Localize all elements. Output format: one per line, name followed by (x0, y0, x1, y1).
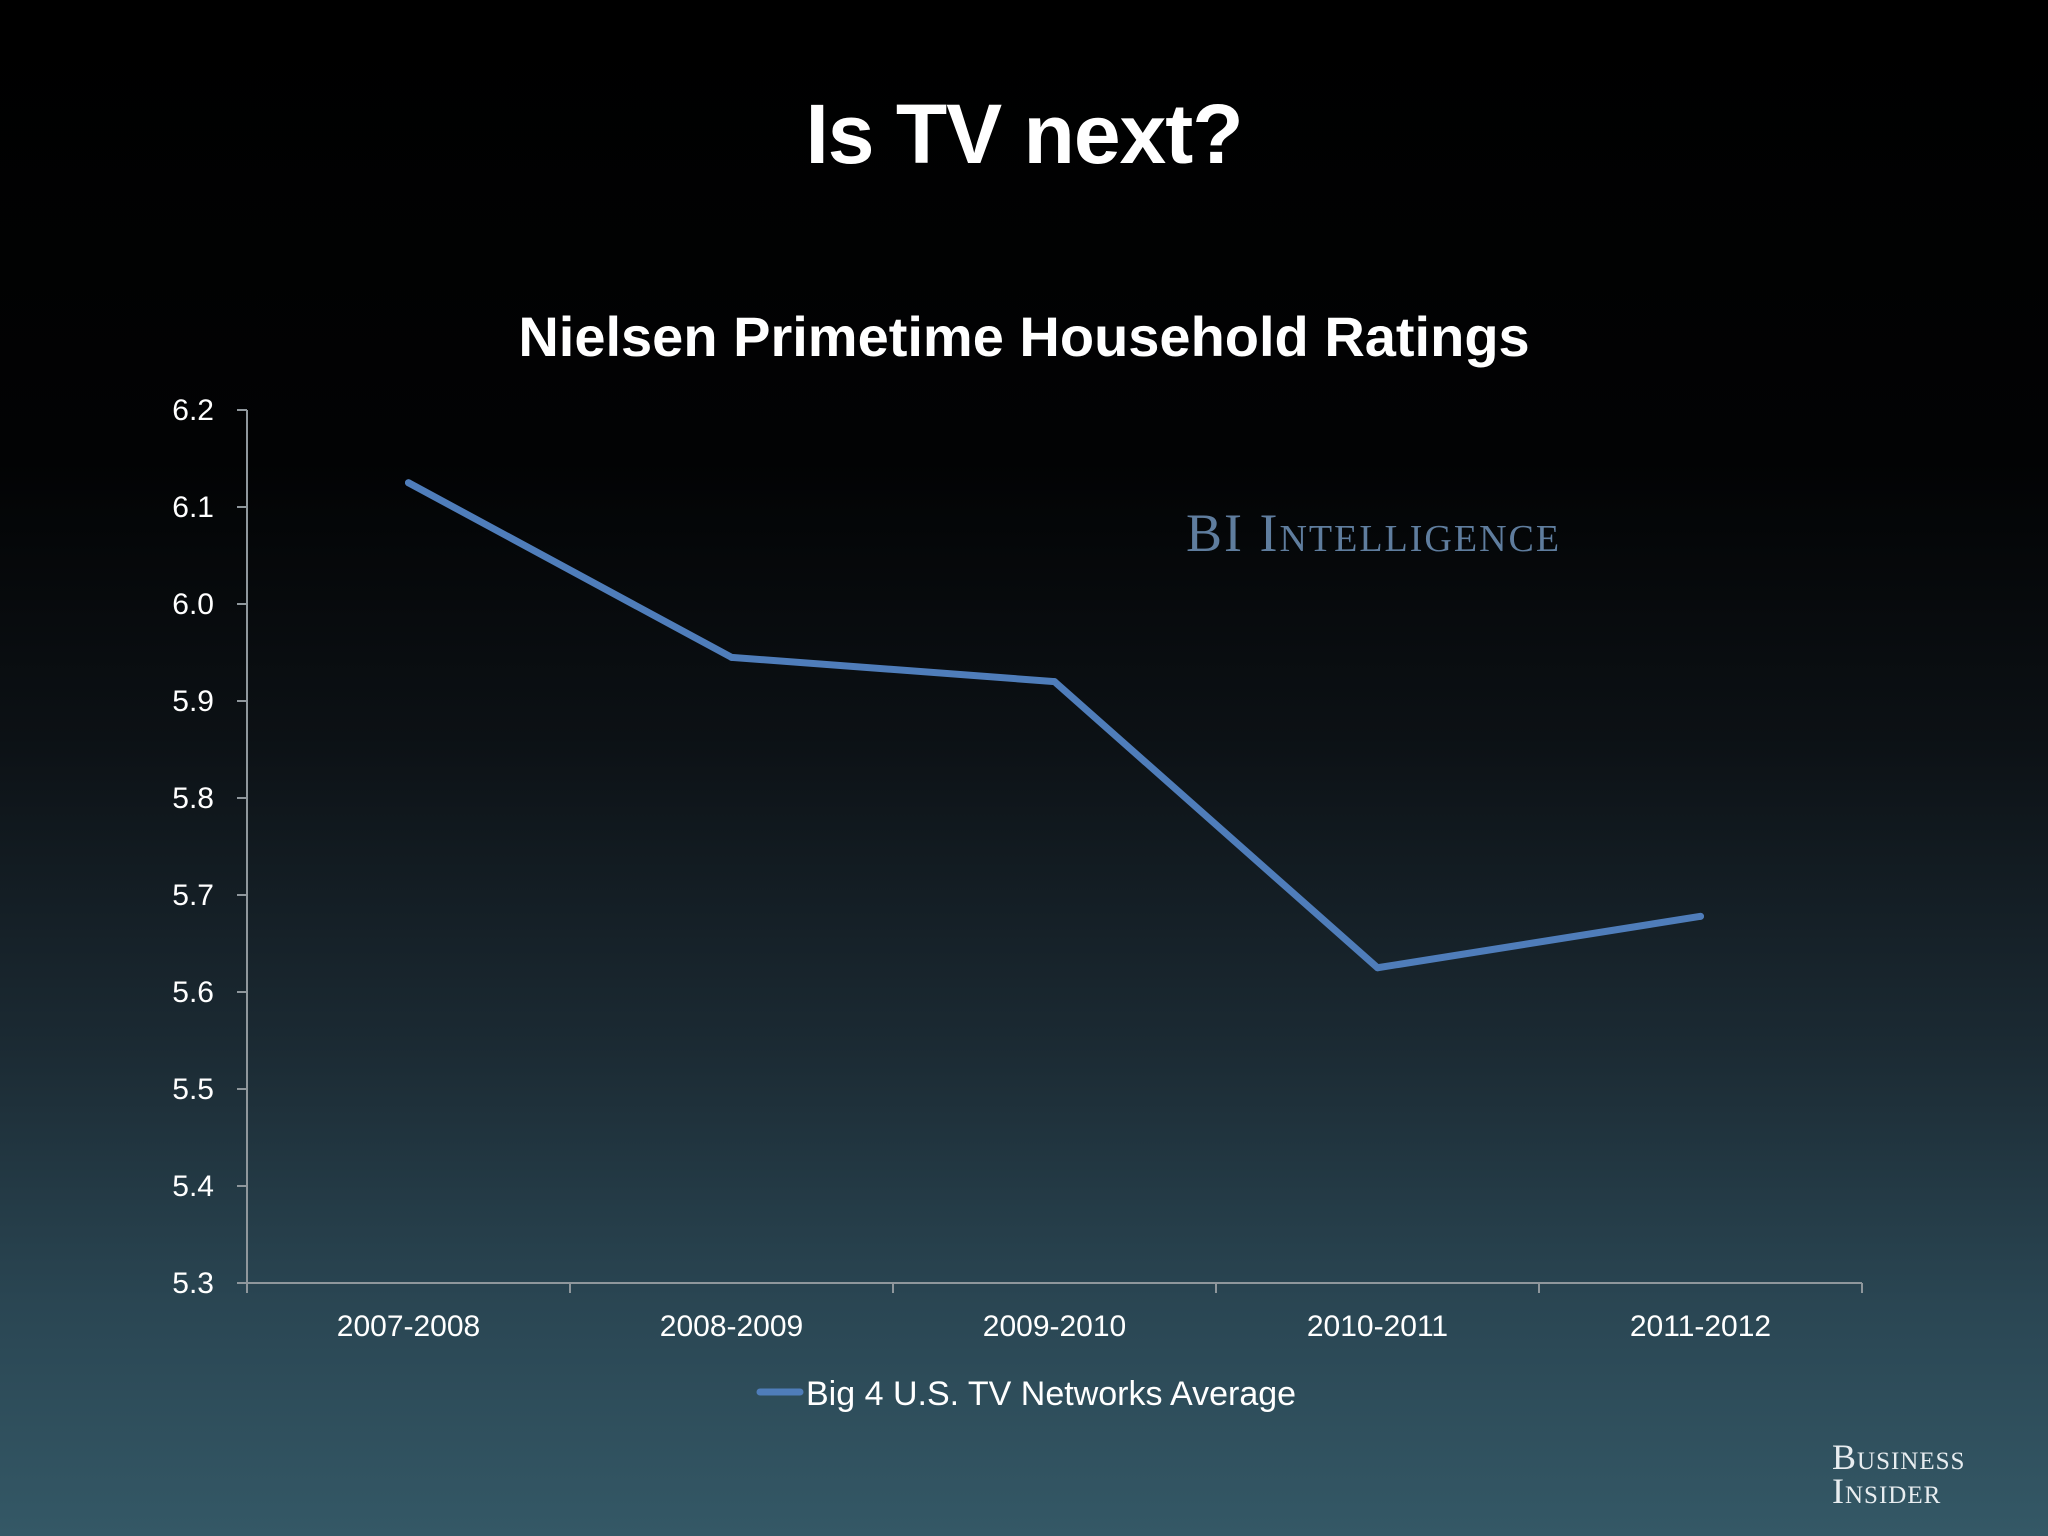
data-point (1374, 964, 1381, 972)
y-tick-label: 6.1 (172, 491, 214, 524)
x-tick-label: 2007-2008 (337, 1310, 480, 1343)
bi-intelligence-watermark: BI Intelligence (1186, 503, 1562, 563)
x-axis-ticks: 2007-2008 2008-2009 2009-2010 2010-2011 2011… (246, 1283, 1863, 1343)
legend-label: Big 4 U.S. TV Networks Average (806, 1375, 1296, 1413)
data-point (1697, 912, 1704, 920)
chart-legend: Big 4 U.S. TV Networks Average (756, 1375, 1296, 1413)
data-point (728, 653, 735, 661)
chart-series (405, 479, 1704, 972)
data-point (405, 479, 412, 487)
chart-title: Nielsen Primetime Household Ratings (518, 305, 1530, 368)
y-tick-label: 6.0 (172, 588, 214, 621)
x-tick-label: 2009-2010 (983, 1310, 1126, 1343)
y-tick-label: 6.2 (172, 394, 214, 427)
y-axis-ticks: 5.3 5.4 5.5 5.6 5.7 5.8 5.9 6.0 6.1 6.2 (172, 394, 247, 1300)
y-tick-label: 5.7 (172, 879, 214, 912)
logo-line-1: Business (1832, 1437, 1966, 1477)
business-insider-logo: Business Insider (1832, 1437, 1966, 1511)
slide-title: Is TV next? (805, 87, 1243, 181)
y-tick-label: 5.6 (172, 976, 214, 1009)
x-tick-label: 2010-2011 (1307, 1310, 1448, 1343)
x-tick-label: 2011-2012 (1630, 1310, 1771, 1343)
y-tick-label: 5.8 (172, 782, 214, 815)
y-tick-label: 5.4 (172, 1170, 214, 1203)
logo-line-2: Insider (1832, 1471, 1942, 1511)
chart-axes (246, 410, 1862, 1284)
y-tick-label: 5.5 (172, 1073, 214, 1106)
x-tick-label: 2008-2009 (660, 1310, 803, 1343)
y-tick-label: 5.9 (172, 685, 214, 718)
y-tick-label: 5.3 (172, 1267, 214, 1300)
data-point (1051, 678, 1058, 686)
